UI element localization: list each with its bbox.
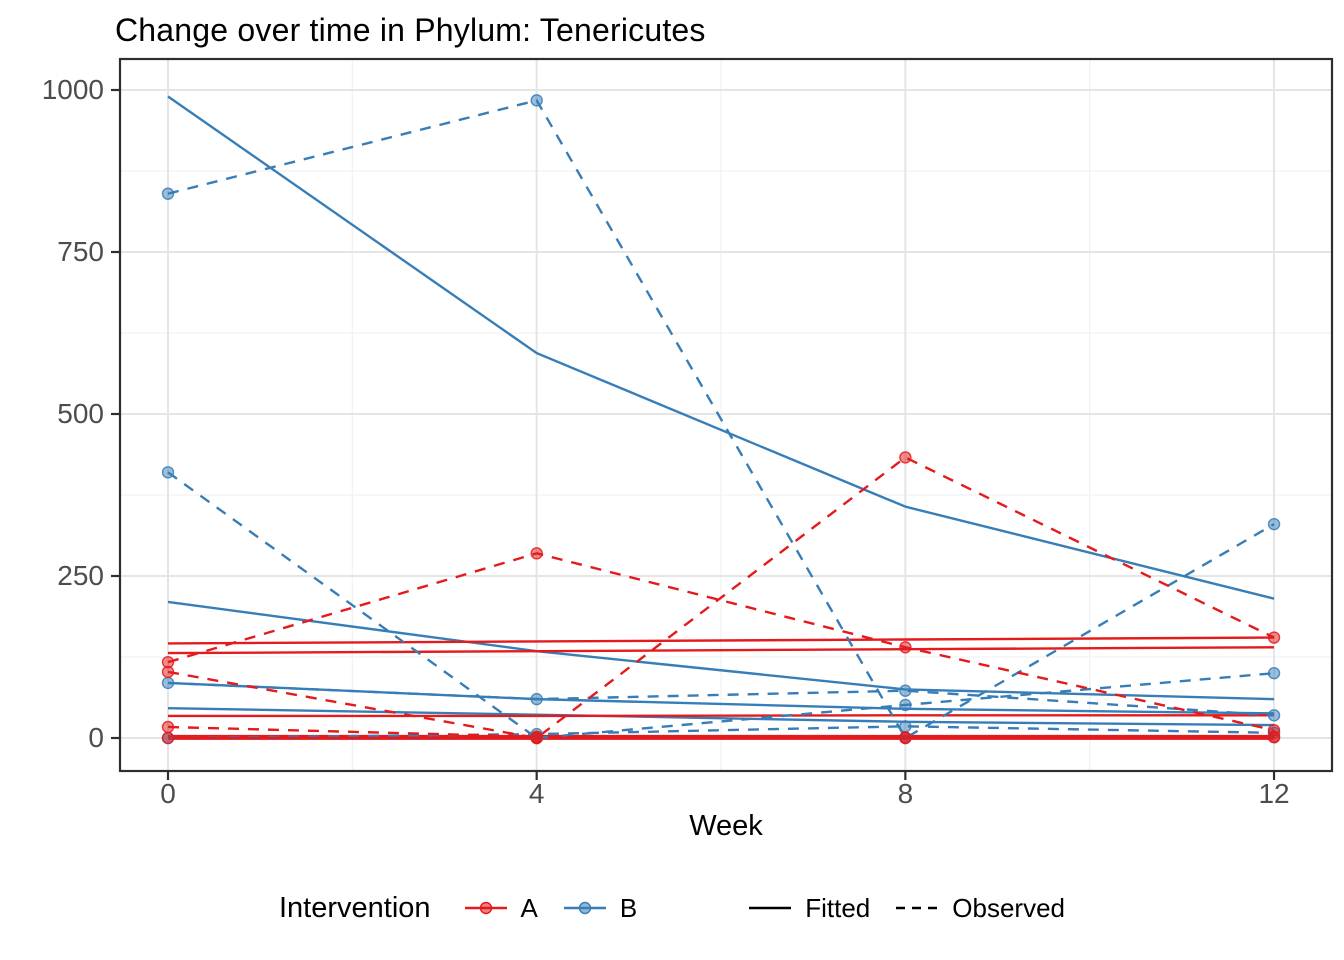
data-point-B xyxy=(161,466,175,479)
data-point-B xyxy=(530,692,543,706)
data-point-A xyxy=(161,665,175,679)
legend-linetype-keys: Fitted Observed xyxy=(747,893,1065,924)
legend-item-fitted: Fitted xyxy=(747,893,870,924)
series-line-B-observed xyxy=(167,681,1275,717)
data-point-B xyxy=(1267,517,1281,531)
legend-spacer xyxy=(663,908,721,909)
series-line-A-fitted xyxy=(167,646,1275,655)
x-axis-title: Week xyxy=(689,810,763,842)
series-line-A-observed xyxy=(167,456,1275,740)
data-point-A xyxy=(161,720,175,734)
data-point-A xyxy=(899,641,912,654)
data-point-A xyxy=(530,547,543,560)
data-point-A xyxy=(161,731,175,745)
data-point-B xyxy=(899,684,912,697)
y-tick-label: 500 xyxy=(57,398,104,429)
data-point-B xyxy=(1267,709,1281,722)
series-line-B-observed xyxy=(167,725,1275,740)
legend-item-observed: Observed xyxy=(894,893,1065,924)
series-line-B-fitted xyxy=(167,95,1275,600)
legend-key-icon xyxy=(896,906,939,910)
series-line-B-fitted xyxy=(167,600,1275,701)
chart-title: Change over time in Phylum: Tenericutes xyxy=(115,12,706,48)
series-line-B-observed xyxy=(167,471,1275,740)
y-tick-label: 250 xyxy=(57,560,104,591)
data-point-A xyxy=(530,731,543,745)
series-line-A-fitted xyxy=(168,714,1275,718)
data-point-A xyxy=(899,731,912,745)
series-line-A-fitted xyxy=(167,636,1275,645)
legend-item-group-B: B xyxy=(562,893,637,924)
data-point-B xyxy=(161,187,175,200)
data-point-A xyxy=(1267,631,1281,644)
legend-item-group-B-label: B xyxy=(619,892,638,923)
data-point-B xyxy=(1267,667,1281,680)
series-line-B-observed xyxy=(167,98,1275,740)
y-tick-label: 750 xyxy=(57,236,104,267)
series-line-B-fitted xyxy=(167,706,1275,727)
data-point-B xyxy=(161,676,175,690)
y-tick-label: 1000 xyxy=(41,74,104,105)
x-tick-label: 4 xyxy=(528,778,545,809)
series-line-A-observed xyxy=(168,735,1275,740)
legend-item-fitted-label: Fitted xyxy=(805,892,871,923)
legend-title: Intervention xyxy=(279,891,431,924)
x-tick-label: 8 xyxy=(897,778,914,809)
legend-key-icon xyxy=(464,901,507,915)
data-point-B xyxy=(899,720,912,733)
legend-item-group-A: A xyxy=(463,893,538,924)
legend-key-icon xyxy=(563,901,606,915)
y-tick-label: 0 xyxy=(88,722,104,753)
legend-item-group-A-label: A xyxy=(520,892,538,923)
legend-key-icon xyxy=(749,906,792,910)
data-point-B xyxy=(899,698,912,712)
legend-item-observed-label: Observed xyxy=(952,892,1065,923)
x-tick-label: 12 xyxy=(1258,778,1290,809)
x-tick-label: 0 xyxy=(160,778,176,809)
data-point-A xyxy=(899,451,912,464)
data-point-B xyxy=(530,94,543,107)
data-point-A xyxy=(1267,730,1281,743)
